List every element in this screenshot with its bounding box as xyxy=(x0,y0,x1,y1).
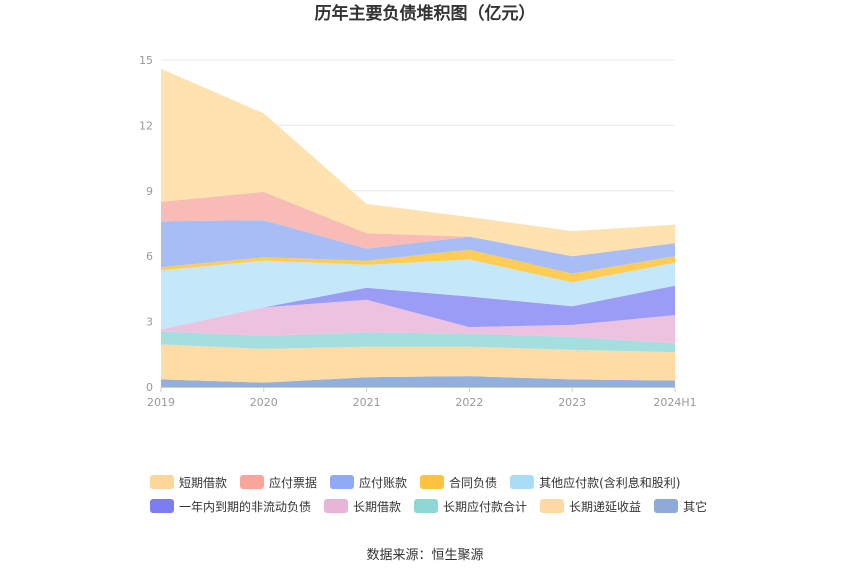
stacked-area-chart: 0 3 6 9 12 15 2019 2020 2021 2022 2023 2024H1 xyxy=(139,54,697,409)
y-tick-label: 6 xyxy=(146,250,153,263)
area-0 xyxy=(161,376,675,387)
legend-item[interactable]: 长期应付款合计 xyxy=(414,498,527,515)
x-tick-label: 2019 xyxy=(147,396,175,409)
legend-swatch xyxy=(540,499,565,513)
legend-item[interactable]: 其它 xyxy=(654,498,707,515)
legend-label: 长期递延收益 xyxy=(569,499,642,514)
axes: 0 3 6 9 12 15 2019 2020 2021 2022 2023 2024H1 xyxy=(139,54,697,409)
legend-item[interactable]: 长期递延收益 xyxy=(540,498,641,515)
legend-label: 其它 xyxy=(683,499,708,514)
legend-item[interactable]: 合同负债 xyxy=(420,474,497,491)
legend-item[interactable]: 一年内到期的非流动负债 xyxy=(150,498,311,515)
area-9 xyxy=(161,68,675,257)
data-source: 数据来源：恒生聚源 xyxy=(366,548,484,563)
x-tick-label: 2021 xyxy=(353,396,381,409)
legend-label: 合同负债 xyxy=(449,475,498,490)
y-tick-label: 9 xyxy=(146,185,153,198)
area-4 xyxy=(161,285,675,330)
legend-swatch xyxy=(150,475,174,489)
legend-label: 短期借款 xyxy=(179,475,228,490)
legend-swatch xyxy=(414,499,439,513)
x-tick-label: 2020 xyxy=(250,396,278,409)
y-tick-label: 12 xyxy=(139,119,153,132)
legend-label: 长期借款 xyxy=(353,499,402,514)
y-tick-label: 0 xyxy=(146,381,153,394)
legend-label: 应付账款 xyxy=(359,475,408,490)
area-7 xyxy=(161,220,675,274)
legend-swatch xyxy=(420,475,445,489)
legend-item[interactable]: 短期借款 xyxy=(150,474,227,491)
legend-label: 应付票据 xyxy=(269,475,318,490)
legend-item[interactable]: 其他应付款(含利息和股利) xyxy=(510,474,680,491)
area-2 xyxy=(161,331,675,353)
legend-swatch xyxy=(654,499,679,513)
area-5 xyxy=(161,259,675,330)
legend-swatch xyxy=(324,499,349,513)
legend-item[interactable]: 应付票据 xyxy=(240,474,317,491)
legend-swatch xyxy=(240,475,265,489)
chart-title: 历年主要负债堆积图（亿元） xyxy=(314,4,536,24)
y-tick-label: 3 xyxy=(146,316,153,329)
area-6 xyxy=(161,249,675,283)
legend-label: 一年内到期的非流动负债 xyxy=(179,499,312,514)
x-tick-label: 2022 xyxy=(455,396,483,409)
legend-label: 其他应付款(含利息和股利) xyxy=(539,475,681,490)
legend-item[interactable]: 应付账款 xyxy=(330,474,407,491)
x-tick-label: 2023 xyxy=(558,396,586,409)
legend-row: 短期借款 应付票据 应付账款 合同负债 其他应付款(含利息和股利) xyxy=(150,470,770,494)
area-8 xyxy=(161,191,675,257)
legend-label: 长期应付款合计 xyxy=(443,499,528,514)
legend-swatch xyxy=(150,499,174,513)
area-3 xyxy=(161,299,675,344)
legend-swatch xyxy=(330,475,355,489)
y-tick-label: 15 xyxy=(139,54,153,67)
area-series xyxy=(161,68,675,387)
legend-row: 一年内到期的非流动负债 长期借款 长期应付款合计 长期递延收益 其它 xyxy=(150,494,770,518)
legend: 短期借款 应付票据 应付账款 合同负债 其他应付款(含利息和股利) 一年内到期的非流动负债… xyxy=(150,470,770,518)
area-1 xyxy=(161,344,675,383)
legend-swatch xyxy=(510,475,535,489)
x-tick-label: 2024H1 xyxy=(653,396,696,409)
legend-item[interactable]: 长期借款 xyxy=(324,498,401,515)
